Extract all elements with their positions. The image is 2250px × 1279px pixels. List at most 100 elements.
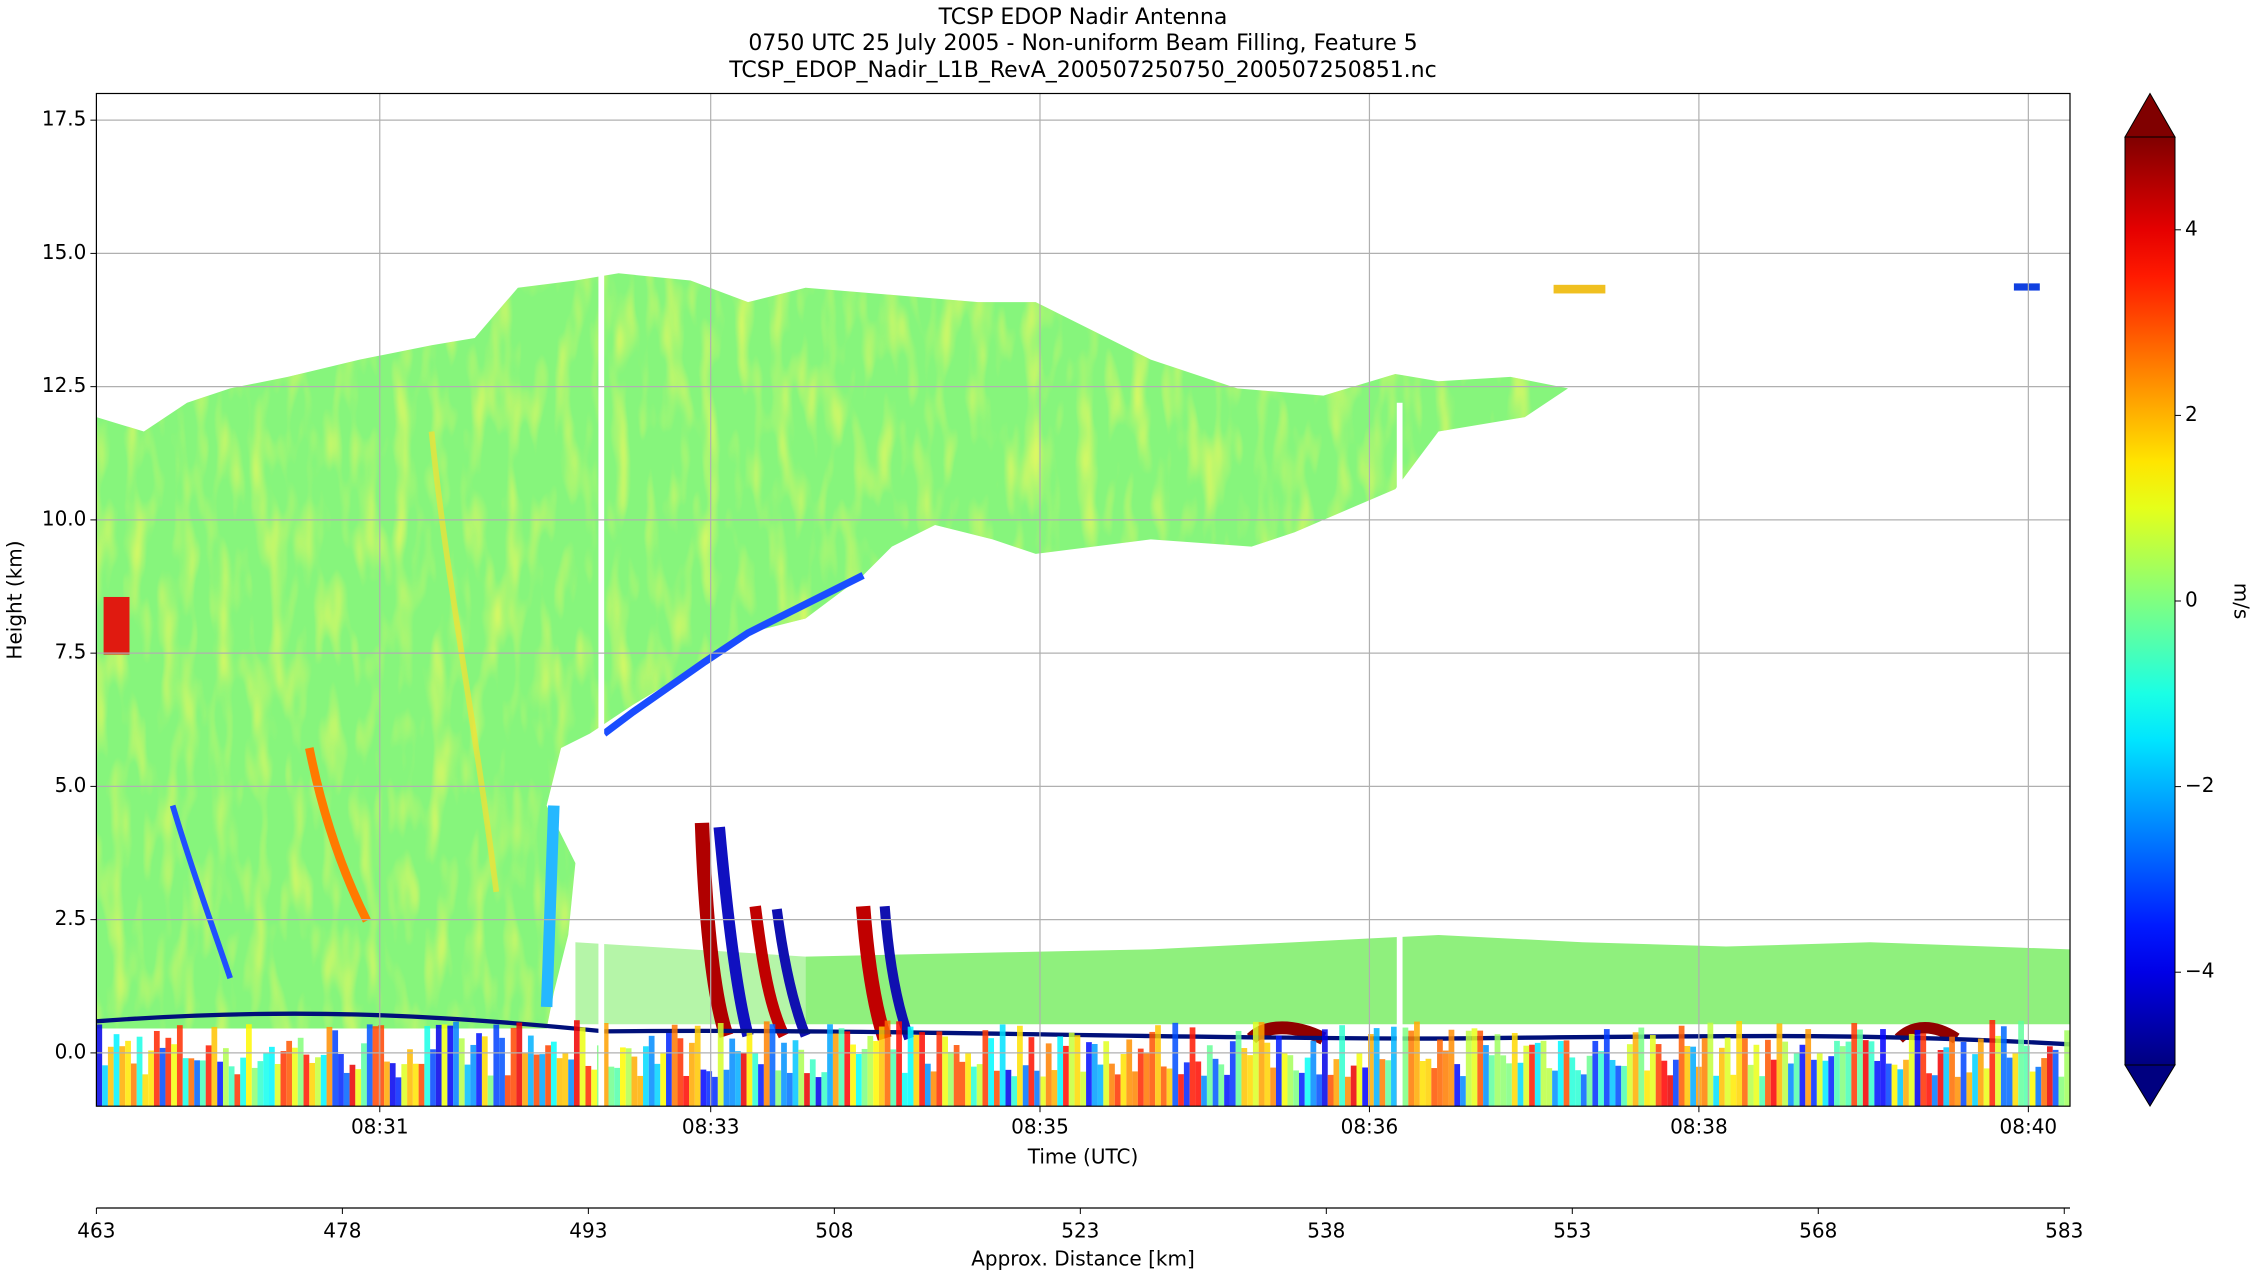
boundary-streak xyxy=(350,1065,356,1106)
boundary-streak xyxy=(1109,1064,1115,1107)
boundary-streak xyxy=(1874,1061,1880,1106)
chart-title: TCSP EDOP Nadir Antenna xyxy=(938,5,1228,30)
boundary-streak xyxy=(787,1073,793,1106)
colorbar-label: m/s xyxy=(2230,583,2250,620)
boundary-streak xyxy=(747,1033,753,1106)
boundary-streak xyxy=(1552,1071,1558,1107)
boundary-streak xyxy=(1575,1070,1581,1106)
boundary-streak xyxy=(1615,1066,1621,1106)
boundary-streak xyxy=(1886,1064,1892,1107)
boundary-streak xyxy=(867,1036,873,1106)
boundary-streak xyxy=(1264,1043,1270,1106)
boundary-streak xyxy=(1299,1073,1305,1106)
x2-tick-label: 583 xyxy=(2045,1219,2083,1243)
boundary-streak xyxy=(1454,1064,1460,1106)
boundary-streak xyxy=(234,1074,240,1106)
boundary-streak xyxy=(1115,1074,1121,1106)
cloud-field xyxy=(96,273,2070,1044)
boundary-streak xyxy=(1851,1023,1857,1106)
boundary-streak xyxy=(1592,1041,1598,1106)
boundary-streak xyxy=(1247,1055,1253,1106)
boundary-streak xyxy=(879,1027,885,1107)
colorbar-extend-bottom xyxy=(2125,1065,2175,1106)
boundary-streak xyxy=(1201,1076,1207,1106)
x-tick-label: 08:35 xyxy=(1011,1115,1069,1139)
boundary-streak xyxy=(453,1022,459,1107)
boundary-streak xyxy=(2053,1050,2059,1106)
boundary-streak xyxy=(1052,1070,1058,1106)
boundary-streak xyxy=(942,1036,948,1106)
boundary-streak xyxy=(1823,1061,1829,1106)
boundary-streak xyxy=(2007,1058,2013,1107)
boundary-streak xyxy=(442,1024,448,1106)
boundary-streak xyxy=(2018,1021,2024,1106)
boundary-streak xyxy=(407,1049,413,1106)
boundary-streak xyxy=(2041,1058,2047,1106)
boundary-streak xyxy=(1546,1068,1552,1106)
boundary-streak xyxy=(171,1044,177,1106)
boundary-streak xyxy=(304,1055,310,1107)
boundary-streak xyxy=(1581,1074,1587,1106)
boundary-streak xyxy=(821,1072,827,1106)
boundary-streak xyxy=(988,1038,994,1106)
boundary-streak xyxy=(925,1064,931,1106)
boundary-streak xyxy=(401,1064,407,1106)
boundary-streak xyxy=(1310,1041,1316,1107)
boundary-streak xyxy=(890,1049,896,1106)
boundary-streak xyxy=(2035,1067,2041,1106)
boundary-streak xyxy=(384,1062,390,1107)
boundary-streak xyxy=(211,1027,217,1106)
boundary-streak xyxy=(1754,1045,1760,1106)
boundary-streak xyxy=(827,1024,833,1106)
x-tick-label: 08:33 xyxy=(682,1115,740,1139)
boundary-streak xyxy=(499,1038,505,1106)
boundary-streak xyxy=(1103,1041,1109,1106)
boundary-streak xyxy=(1679,1026,1685,1106)
boundary-streak xyxy=(1782,1042,1788,1107)
boundary-streak xyxy=(1483,1045,1489,1106)
boundary-streak xyxy=(1869,1041,1875,1106)
boundary-streak xyxy=(102,1065,108,1106)
boundary-streak xyxy=(1259,1022,1265,1106)
boundary-streak xyxy=(1495,1034,1501,1106)
colorbar-extend-top xyxy=(2125,94,2175,138)
boundary-streak xyxy=(1897,1069,1903,1106)
boundary-streak xyxy=(1857,1030,1863,1107)
boundary-streak xyxy=(585,1066,591,1106)
boundary-streak xyxy=(1305,1058,1311,1107)
boundary-streak xyxy=(309,1063,315,1106)
boundary-streak xyxy=(632,1057,638,1107)
x2-tick-label: 523 xyxy=(1061,1219,1099,1243)
boundary-streak xyxy=(1506,1063,1512,1106)
y-tick-label: 12.5 xyxy=(42,373,87,397)
boundary-streak xyxy=(534,1055,540,1107)
boundary-streak xyxy=(258,1061,264,1106)
boundary-streak xyxy=(1357,1053,1363,1106)
boundary-streak xyxy=(643,1046,649,1106)
boundary-streak xyxy=(1472,1028,1478,1106)
boundary-streak xyxy=(1863,1040,1869,1106)
boundary-streak xyxy=(119,1046,125,1106)
boundary-streak xyxy=(977,1064,983,1106)
boundary-streak xyxy=(1322,1029,1328,1106)
boundary-streak xyxy=(131,1064,137,1107)
boundary-streak xyxy=(1943,1047,1949,1106)
x2-tick-label: 568 xyxy=(1799,1219,1837,1243)
boundary-streak xyxy=(701,1070,707,1107)
x-axis-label: Time (UTC) xyxy=(1027,1145,1139,1169)
boundary-streak xyxy=(810,1059,816,1106)
boundary-streak xyxy=(1023,1065,1029,1106)
boundary-streak xyxy=(2047,1046,2053,1106)
boundary-streak xyxy=(568,1059,574,1106)
x2-tick-label: 493 xyxy=(569,1219,607,1243)
boundary-streak xyxy=(724,1070,730,1106)
boundary-streak xyxy=(741,1053,747,1106)
boundary-streak xyxy=(994,1071,1000,1106)
boundary-streak xyxy=(1731,1075,1737,1106)
boundary-streak xyxy=(1477,1031,1483,1107)
boundary-streak xyxy=(516,1023,522,1107)
boundary-streak xyxy=(1443,1051,1449,1107)
boundary-streak xyxy=(522,1053,528,1106)
boundary-streak xyxy=(1610,1060,1616,1106)
boundary-streak xyxy=(913,1035,919,1106)
